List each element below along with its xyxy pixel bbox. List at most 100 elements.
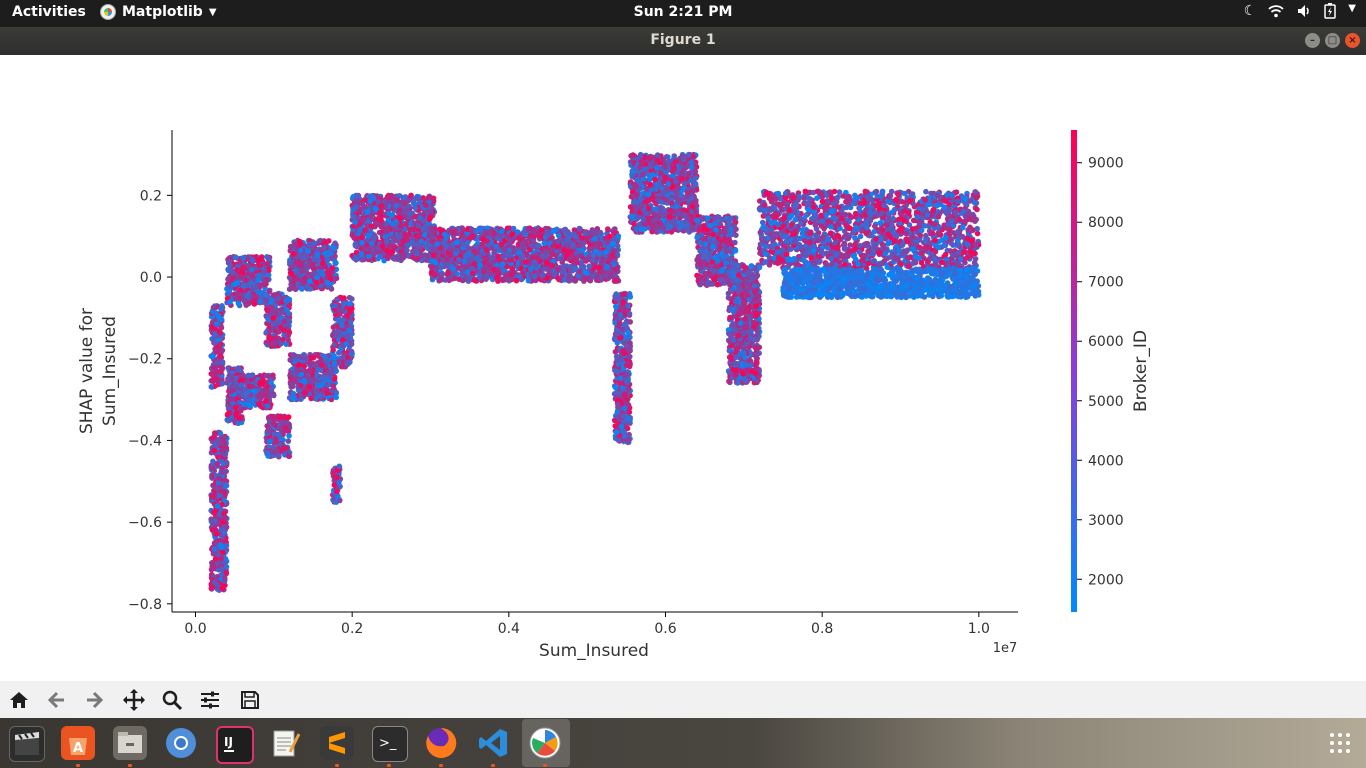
scatter-point — [326, 249, 333, 255]
maximize-button[interactable]: □ — [1325, 33, 1340, 48]
window-title-bar[interactable]: Figure 1 – □ × — [0, 27, 1366, 55]
scatter-point — [216, 475, 222, 482]
scatter-point — [377, 253, 383, 260]
window-title: Figure 1 — [650, 32, 716, 48]
scatter-point — [331, 360, 338, 366]
scatter-point — [315, 257, 322, 264]
scatter-point — [273, 335, 279, 341]
scatter-point — [221, 575, 228, 581]
scatter-point — [541, 240, 548, 246]
scatter-point — [546, 269, 553, 276]
scatter-point — [211, 447, 218, 454]
scatter-point — [250, 258, 256, 264]
scatter-point — [243, 277, 250, 283]
scatter-point — [215, 381, 222, 388]
scatter-point — [371, 250, 378, 257]
scatter-point — [226, 284, 232, 290]
scatter-point — [293, 379, 299, 385]
scatter-point — [282, 424, 288, 431]
system-tray[interactable]: ☾ ▼ — [1244, 3, 1356, 23]
scatter-point — [336, 463, 343, 470]
scatter-point — [371, 236, 378, 242]
scatter-point — [218, 341, 224, 347]
scatter-point — [316, 238, 323, 244]
scatter-point — [290, 279, 297, 286]
activities-button[interactable]: Activities — [12, 4, 86, 20]
scatter-point — [410, 241, 417, 248]
scatter-point — [400, 238, 407, 245]
scatter-point — [291, 395, 298, 402]
scatter-point — [350, 206, 356, 212]
scatter-point — [208, 516, 214, 522]
battery-icon — [1324, 3, 1337, 23]
scatter-point — [210, 304, 217, 311]
scatter-point — [510, 225, 517, 232]
scatter-point — [263, 292, 269, 298]
scatter-point — [244, 293, 251, 299]
scatter-point — [248, 383, 255, 390]
scatter-point — [310, 354, 317, 361]
shap-dependence-plot: 0.0 0.2 0.4 0.6 0.8 1.0 −0.8−0.6−0.4−0.20.00.… — [77, 130, 1151, 661]
scatter-point — [226, 410, 233, 416]
scatter-point — [209, 324, 215, 330]
scatter-point — [221, 434, 228, 441]
scatter-point — [543, 248, 550, 255]
scatter-point — [365, 233, 372, 240]
scatter-point — [360, 217, 366, 223]
scatter-point — [284, 307, 290, 313]
scatter-point — [219, 585, 226, 592]
figure-canvas[interactable]: 0.0 0.2 0.4 0.6 0.8 1.0 −0.8 −0.6 −0.4 −0.2 0.0 0.… — [0, 55, 1366, 681]
scatter-point — [255, 277, 262, 283]
scatter-point — [235, 365, 242, 371]
scatter-point — [456, 276, 463, 282]
scatter-point — [415, 223, 422, 229]
scatter-point — [315, 366, 322, 373]
scatter-point — [242, 387, 248, 393]
scatter-point — [218, 369, 224, 375]
scatter-point — [302, 390, 309, 396]
minimize-button[interactable]: – — [1305, 33, 1320, 48]
scatter-point — [212, 331, 219, 337]
scatter-point — [223, 542, 230, 549]
scatter-point — [379, 243, 386, 249]
scatter-point — [232, 254, 238, 260]
scatter-point — [297, 238, 303, 245]
scatter-point — [551, 271, 558, 278]
scatter-point — [325, 370, 332, 377]
scatter-point — [409, 254, 416, 260]
scatter-point — [252, 284, 258, 291]
scatter-point — [319, 362, 325, 368]
scatter-point — [267, 438, 273, 445]
scatter-point — [347, 319, 354, 326]
scatter-point — [367, 198, 374, 204]
scatter-point — [270, 292, 277, 298]
scatter-point — [418, 238, 425, 244]
scatter-point — [404, 247, 410, 254]
app-menu[interactable]: Matplotlib ▼ — [100, 4, 217, 20]
scatter-point — [232, 281, 238, 288]
scatter-point — [330, 383, 337, 389]
scatter-point — [324, 257, 331, 263]
scatter-point — [219, 469, 226, 476]
scatter-point — [276, 452, 282, 459]
scatter-point — [263, 398, 269, 404]
wifi-icon — [1268, 3, 1284, 23]
scatter-point — [412, 214, 419, 220]
scatter-point — [273, 308, 280, 315]
scatter-point — [384, 239, 390, 245]
scatter-point — [356, 227, 363, 233]
scatter-point — [240, 255, 246, 261]
scatter-point — [218, 306, 224, 312]
scatter-point — [255, 257, 261, 263]
clock[interactable]: Sun 2:21 PM — [633, 4, 733, 20]
scatter-point — [214, 461, 220, 467]
scatter-point — [345, 335, 352, 342]
scatter-point — [344, 312, 351, 319]
scatter-point — [257, 379, 263, 386]
scatter-point — [421, 232, 428, 238]
scatter-point — [283, 297, 289, 304]
close-button[interactable]: × — [1345, 33, 1360, 48]
scatter-point — [212, 340, 218, 347]
scatter-point — [359, 257, 366, 263]
scatter-point — [402, 233, 409, 240]
